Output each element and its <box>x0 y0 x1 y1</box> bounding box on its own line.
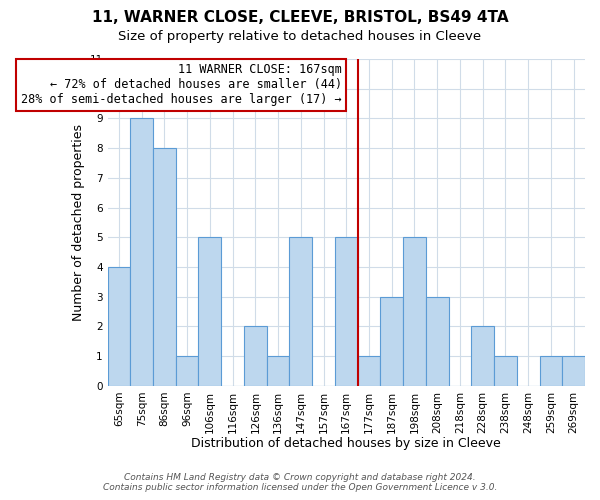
Bar <box>426 296 449 386</box>
Bar <box>289 238 312 386</box>
Bar <box>267 356 289 386</box>
Bar <box>494 356 517 386</box>
Bar <box>380 296 403 386</box>
Bar <box>472 326 494 386</box>
Text: Contains HM Land Registry data © Crown copyright and database right 2024.
Contai: Contains HM Land Registry data © Crown c… <box>103 473 497 492</box>
Bar <box>335 238 358 386</box>
Bar <box>244 326 267 386</box>
Bar <box>107 267 130 386</box>
X-axis label: Distribution of detached houses by size in Cleeve: Distribution of detached houses by size … <box>191 437 501 450</box>
Bar <box>358 356 380 386</box>
Bar <box>176 356 199 386</box>
Text: Size of property relative to detached houses in Cleeve: Size of property relative to detached ho… <box>118 30 482 43</box>
Bar <box>153 148 176 386</box>
Y-axis label: Number of detached properties: Number of detached properties <box>72 124 85 321</box>
Bar <box>199 238 221 386</box>
Bar <box>562 356 585 386</box>
Bar <box>130 118 153 386</box>
Text: 11 WARNER CLOSE: 167sqm
← 72% of detached houses are smaller (44)
28% of semi-de: 11 WARNER CLOSE: 167sqm ← 72% of detache… <box>21 64 342 106</box>
Bar <box>539 356 562 386</box>
Text: 11, WARNER CLOSE, CLEEVE, BRISTOL, BS49 4TA: 11, WARNER CLOSE, CLEEVE, BRISTOL, BS49 … <box>92 10 508 25</box>
Bar <box>403 238 426 386</box>
